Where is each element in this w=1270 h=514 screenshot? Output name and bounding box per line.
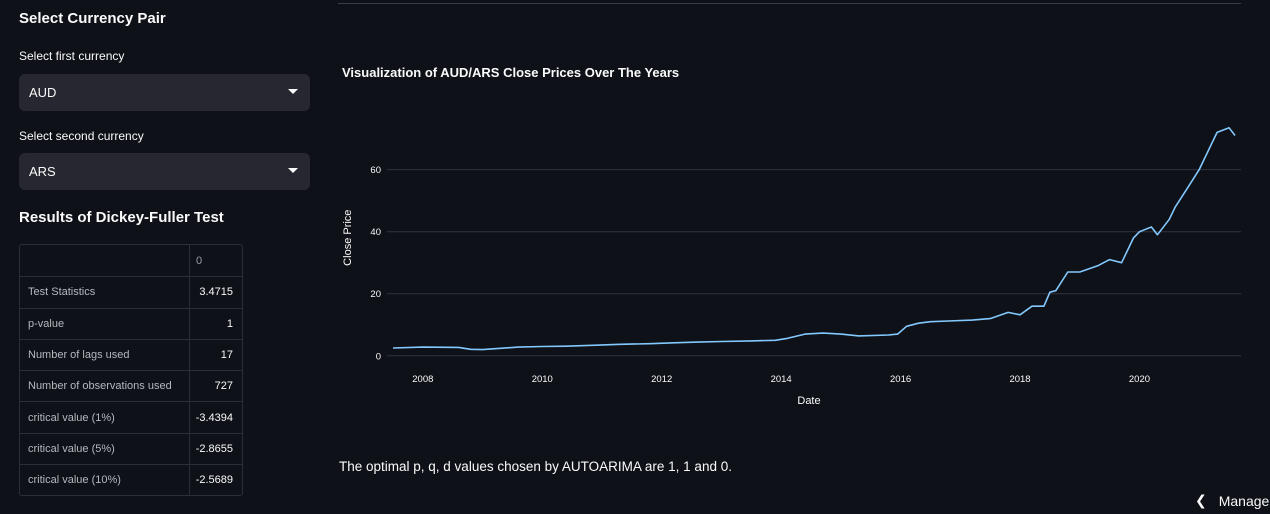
first-currency-label: Select first currency (19, 49, 125, 63)
x-axis-ticks: 2008 2010 2012 2014 2016 2018 2020 (412, 374, 1150, 385)
row-value: -2.5689 (195, 474, 233, 487)
first-currency-value: AUD (29, 85, 57, 100)
x-tick-label: 2016 (890, 374, 911, 385)
chevron-left-icon: ❮ (1195, 492, 1207, 508)
table-row: p-value 1 (20, 307, 242, 339)
table-row: critical value (1%) -3.4394 (20, 401, 242, 433)
chart-title: Visualization of AUD/ARS Close Prices Ov… (342, 65, 680, 80)
row-value: -3.4394 (195, 411, 233, 424)
currency-pair-heading: Select Currency Pair (19, 10, 166, 27)
x-tick-label: 2010 (532, 374, 553, 385)
table-row: critical value (10%) -2.5689 (20, 464, 242, 496)
y-tick-label: 20 (370, 289, 381, 300)
y-axis-label: Close Price (342, 210, 354, 266)
chevron-down-icon (288, 168, 298, 173)
row-value: 1 (226, 317, 233, 330)
chevron-down-icon (288, 89, 298, 94)
x-axis-label: Date (797, 395, 820, 407)
row-value: -2.8655 (195, 442, 233, 455)
row-name: Number of observations used (20, 371, 190, 402)
row-name: critical value (5%) (20, 433, 190, 465)
row-name: Test Statistics (20, 277, 190, 308)
sidebar: Select Currency Pair Select first curren… (0, 0, 330, 514)
dickey-fuller-table: 0 Test Statistics 3.4715 p-value 1 Numbe… (19, 244, 243, 497)
dickey-fuller-heading: Results of Dickey-Fuller Test (19, 209, 224, 226)
second-currency-select[interactable]: ARS (19, 153, 310, 190)
row-value: 3.4715 (199, 286, 233, 299)
y-axis-ticks: 0 20 40 60 (370, 165, 381, 362)
row-value: 17 (220, 349, 233, 362)
x-tick-label: 2014 (771, 374, 792, 385)
row-name: critical value (10%) (20, 465, 190, 496)
table-header-row: 0 (20, 245, 242, 277)
row-name: p-value (20, 308, 190, 339)
x-tick-label: 2018 (1009, 374, 1030, 385)
autoarima-result-text: The optimal p, q, d values chosen by AUT… (339, 459, 732, 474)
table-row: Test Statistics 3.4715 (20, 276, 242, 308)
first-currency-select[interactable]: AUD (19, 74, 310, 111)
table-row: Number of lags used 17 (20, 338, 242, 371)
second-currency-label: Select second currency (19, 129, 144, 143)
manage-app-button[interactable]: ❮ Manage (1195, 492, 1269, 509)
row-name: critical value (1%) (20, 402, 190, 433)
chart-grid (387, 169, 1241, 357)
x-tick-label: 2020 (1129, 374, 1150, 385)
y-tick-label: 60 (370, 165, 381, 176)
y-tick-label: 40 (370, 227, 381, 238)
second-currency-value: ARS (29, 164, 56, 179)
table-row: Number of observations used 727 (20, 370, 242, 402)
table-column-header: 0 (196, 254, 203, 267)
row-value: 727 (214, 380, 233, 393)
table-header-empty (20, 245, 190, 277)
manage-label: Manage (1218, 492, 1270, 509)
table-row: critical value (5%) -2.8655 (20, 432, 242, 465)
x-tick-label: 2012 (651, 374, 672, 385)
row-name: Number of lags used (20, 339, 190, 371)
y-tick-label: 0 (376, 351, 381, 362)
close-price-chart[interactable]: 0 20 40 60 2008 2010 2012 2014 2016 2018 2020 Dat… (335, 120, 1265, 420)
close-price-line (392, 127, 1236, 351)
divider (338, 3, 1241, 4)
x-tick-label: 2008 (412, 374, 433, 385)
